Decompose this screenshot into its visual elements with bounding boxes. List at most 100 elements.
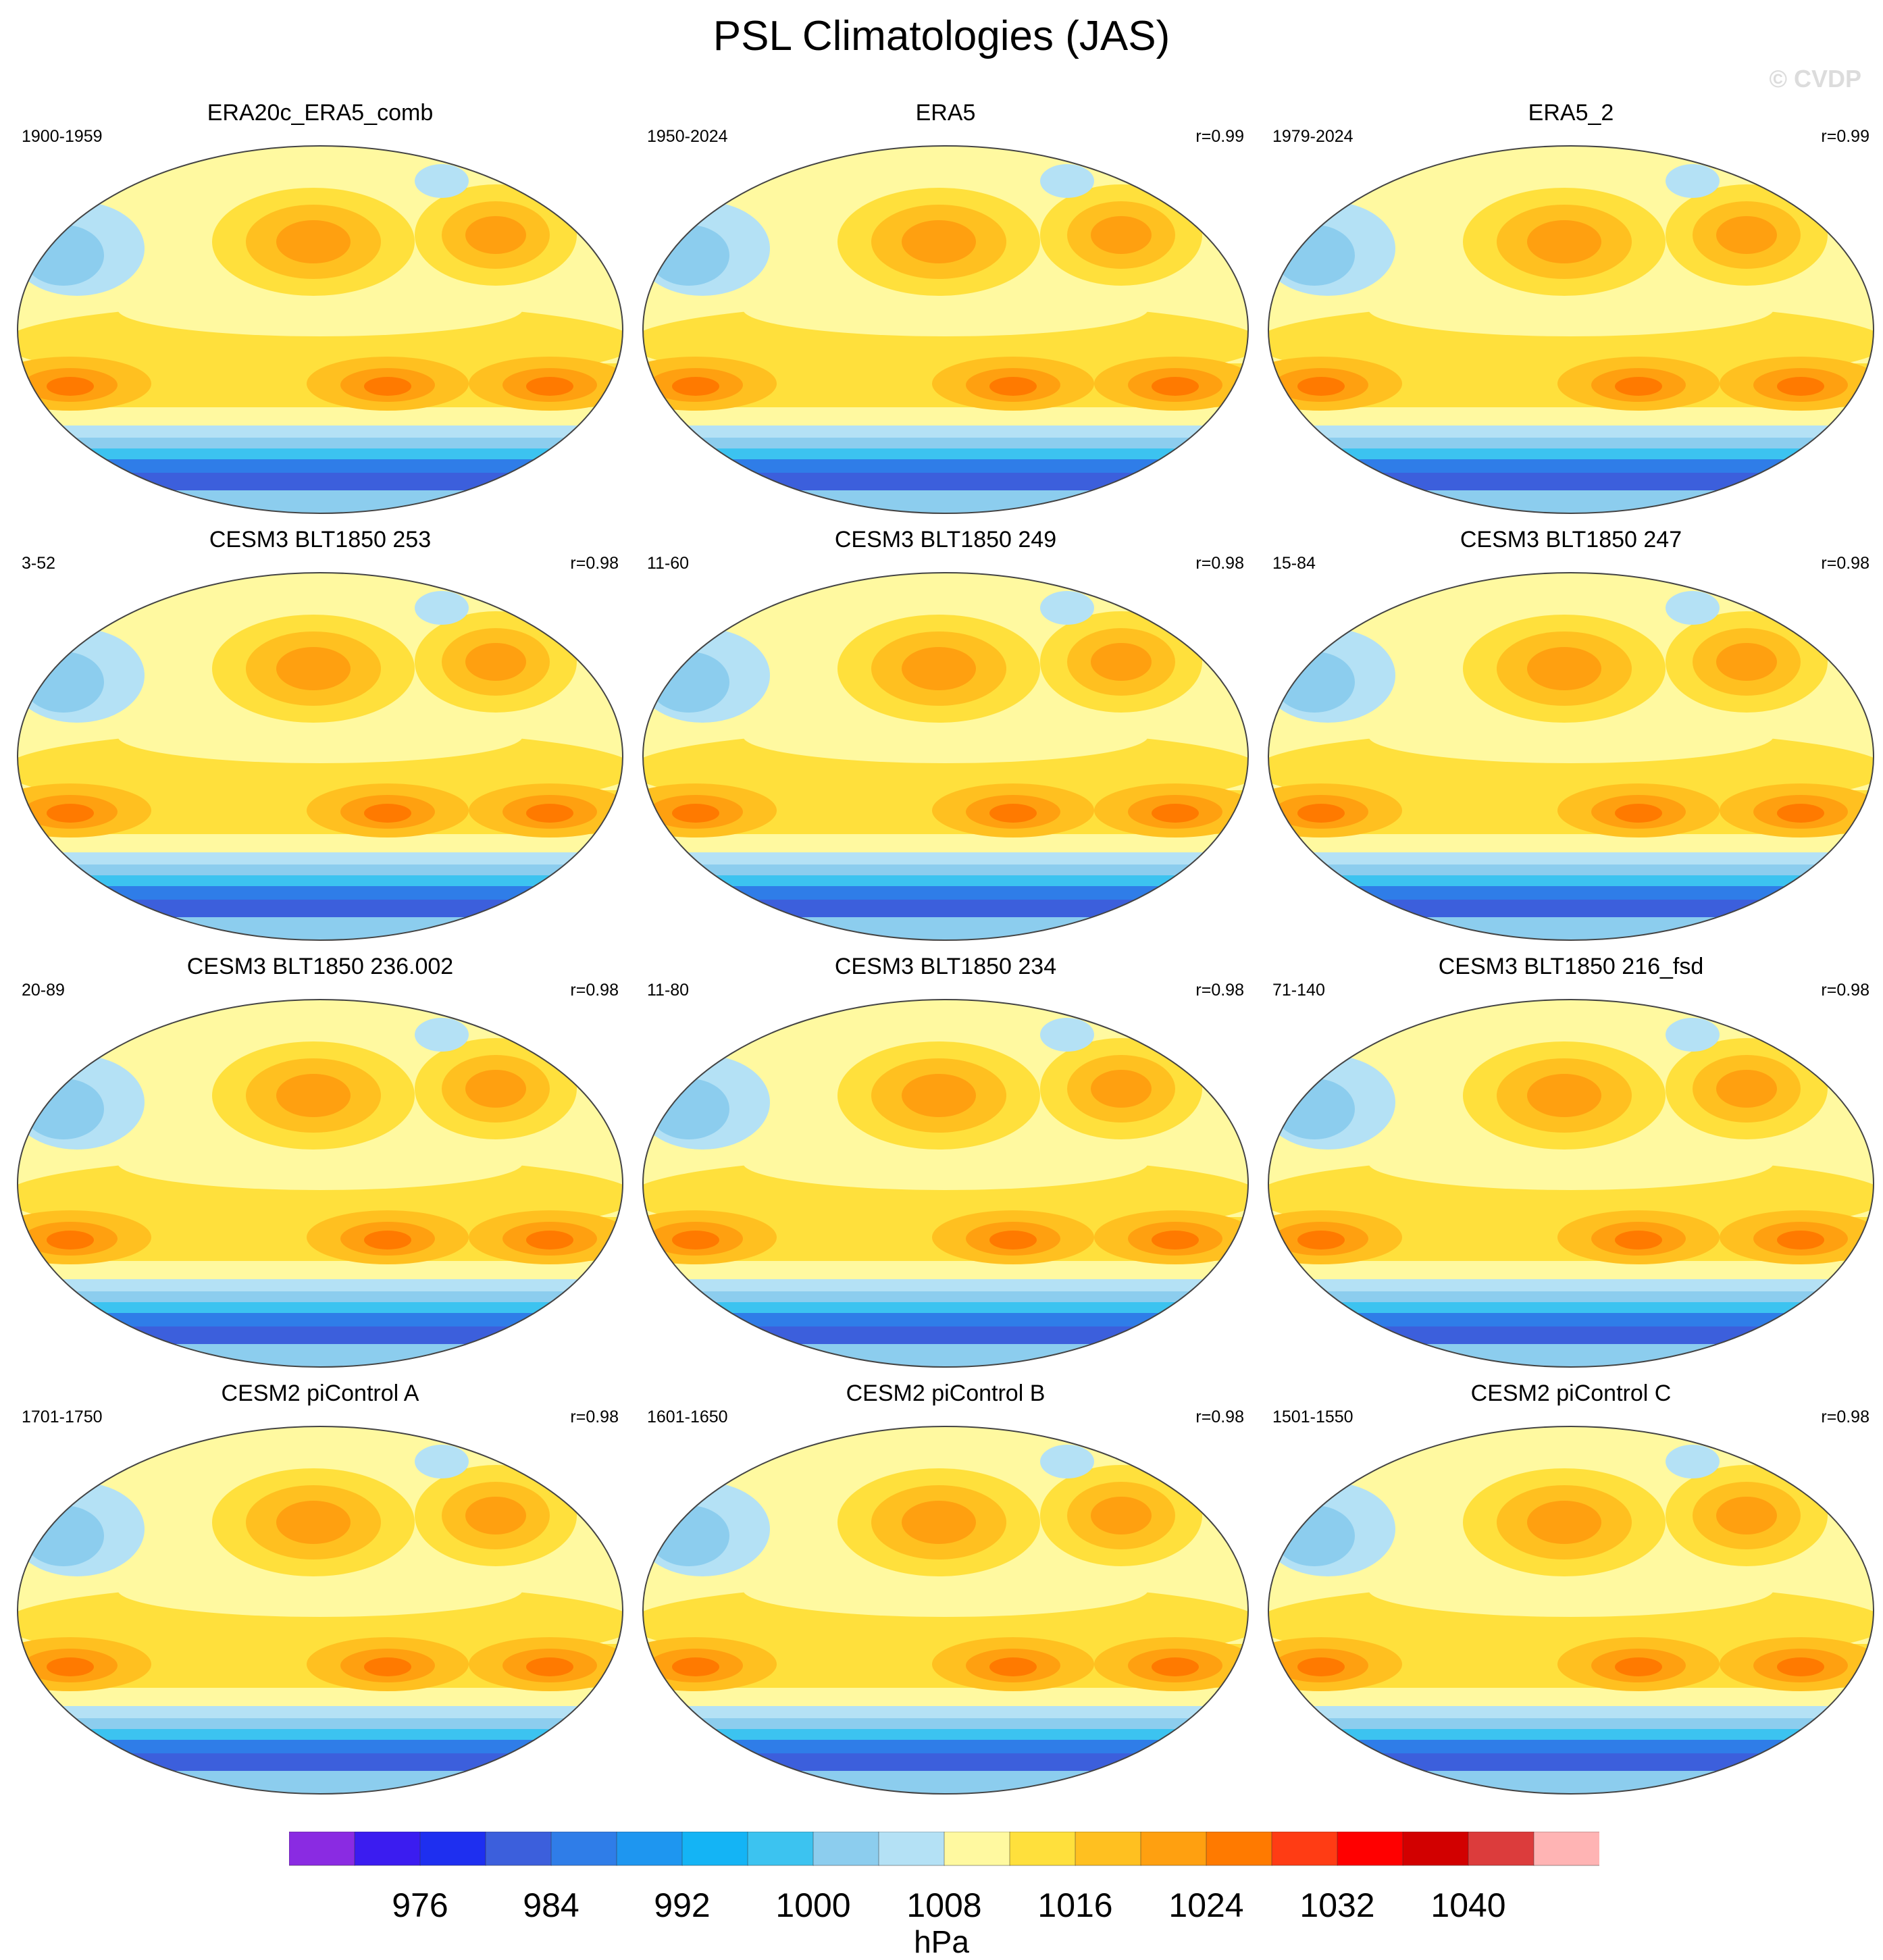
natl-high-3 (465, 1070, 526, 1108)
colorbar-swatch (1271, 1832, 1338, 1866)
transition-band (18, 1688, 623, 1708)
satl-high-3 (526, 804, 573, 823)
map-panel: ERA20c_ERA5_comb 1900-1959 (9, 100, 631, 519)
antarctic-band (643, 490, 1248, 513)
subpolar-band-4 (18, 1740, 623, 1755)
spac-high-3 (989, 1231, 1037, 1249)
arctic-low (415, 591, 469, 625)
subpolar-band-3 (18, 875, 623, 887)
panel-title: CESM3 BLT1850 247 (1460, 527, 1682, 552)
subpolar-band-1 (18, 1279, 623, 1293)
antarctic-band (1268, 1344, 1874, 1367)
subpolar-band-3 (1268, 1302, 1874, 1314)
transition-band (643, 834, 1248, 854)
antarctic-band (643, 1771, 1248, 1794)
sio-high-3 (1297, 377, 1345, 396)
southern-ocean-low (1268, 473, 1874, 492)
asia-low-inner (648, 652, 729, 713)
map-panel: CESM3 BLT1850 234 11-80 r=0.98 (635, 954, 1256, 1372)
subpolar-band-4 (18, 1313, 623, 1328)
figure-title: PSL Climatologies (JAS) (713, 13, 1170, 59)
colorbar-swatch (1533, 1832, 1599, 1866)
spac-high-3 (364, 804, 411, 823)
panel-period: 1601-1650 (647, 1408, 728, 1426)
panel-correlation: r=0.98 (1195, 1408, 1244, 1426)
spac-high-3 (989, 377, 1037, 396)
panel-correlation: r=0.98 (1821, 981, 1869, 1000)
southern-ocean-low (1268, 900, 1874, 919)
satl-high-3 (1152, 1231, 1199, 1249)
antarctic-band (643, 917, 1248, 940)
asia-low-inner (23, 1079, 104, 1139)
map-panel: CESM3 BLT1850 247 15-84 r=0.98 (1260, 527, 1882, 946)
map-panel: ERA5_2 1979-2024 r=0.99 (1260, 100, 1882, 519)
transition-band (18, 834, 623, 854)
map-border (1268, 1426, 1874, 1795)
transition-band (1268, 1688, 1874, 1708)
panel-correlation: r=0.99 (1821, 127, 1869, 146)
asia-low-inner (1274, 652, 1355, 713)
asia-low-inner (23, 225, 104, 286)
natl-high-3 (465, 1497, 526, 1535)
colorbar-swatch (747, 1832, 814, 1866)
southern-ocean-low (643, 473, 1248, 492)
colorbar-swatch (1140, 1832, 1207, 1866)
tropical-trough (1368, 1563, 1774, 1617)
npac-high-3 (1527, 647, 1601, 690)
colorbar-swatch (616, 1832, 683, 1866)
arctic-low (415, 1018, 469, 1052)
panel-period: 1979-2024 (1272, 127, 1353, 146)
spac-high-3 (989, 804, 1037, 823)
antarctic-band (18, 490, 623, 513)
tropical-trough (118, 709, 523, 763)
colorbar-swatch (878, 1832, 945, 1866)
southern-ocean-low (18, 900, 623, 919)
subpolar-band-3 (643, 1302, 1248, 1314)
tropical-trough (1368, 1136, 1774, 1190)
sio-high-3 (672, 804, 719, 823)
colorbar-swatch (1468, 1832, 1534, 1866)
colorbar-swatch (1402, 1832, 1469, 1866)
antarctic-band (18, 1771, 623, 1794)
psl-map (17, 999, 623, 1368)
colorbar-swatch (1206, 1832, 1272, 1866)
spac-high-3 (364, 1657, 411, 1676)
arctic-low (1666, 1018, 1720, 1052)
npac-high-3 (902, 1074, 976, 1117)
map-panel: ERA5 1950-2024 r=0.99 (635, 100, 1256, 519)
map-border (642, 145, 1249, 514)
panel-correlation: r=0.98 (1821, 1408, 1869, 1426)
panel-period: 1501-1550 (1272, 1408, 1353, 1426)
antarctic-band (1268, 1771, 1874, 1794)
map-panel: CESM3 BLT1850 253 3-52 r=0.98 (9, 527, 631, 946)
panel-correlation: r=0.98 (570, 981, 619, 1000)
panel-period: 1701-1750 (22, 1408, 103, 1426)
colorbar-units: hPa (914, 1924, 969, 1959)
sio-high-3 (1297, 1231, 1345, 1249)
npac-high-3 (276, 1074, 351, 1117)
colorbar-swatch (485, 1832, 552, 1866)
panel-correlation: r=0.98 (570, 554, 619, 573)
subpolar-band-4 (1268, 1313, 1874, 1328)
natl-high-3 (1716, 1070, 1777, 1108)
subpolar-band-4 (18, 886, 623, 901)
psl-map (642, 572, 1249, 941)
arctic-low (1040, 164, 1094, 198)
colorbar-tick-label: 1040 (1430, 1886, 1506, 1924)
panel-title: CESM3 BLT1850 253 (209, 527, 432, 552)
sio-high-3 (1297, 1657, 1345, 1676)
panel-period: 1950-2024 (647, 127, 728, 146)
asia-low-inner (1274, 1079, 1355, 1139)
subpolar-band-3 (18, 1729, 623, 1741)
subpolar-band-4 (643, 1313, 1248, 1328)
natl-high-3 (1091, 1497, 1152, 1535)
psl-map (17, 145, 623, 514)
satl-high-3 (526, 1231, 573, 1249)
arctic-low (415, 1445, 469, 1478)
panel-title: ERA5 (915, 100, 976, 126)
panel-title: CESM2 piControl B (846, 1381, 1046, 1406)
tropical-trough (118, 1563, 523, 1617)
sio-high-3 (47, 1231, 94, 1249)
colorbar-tick-label: 1000 (775, 1886, 851, 1924)
subpolar-band-4 (1268, 459, 1874, 474)
